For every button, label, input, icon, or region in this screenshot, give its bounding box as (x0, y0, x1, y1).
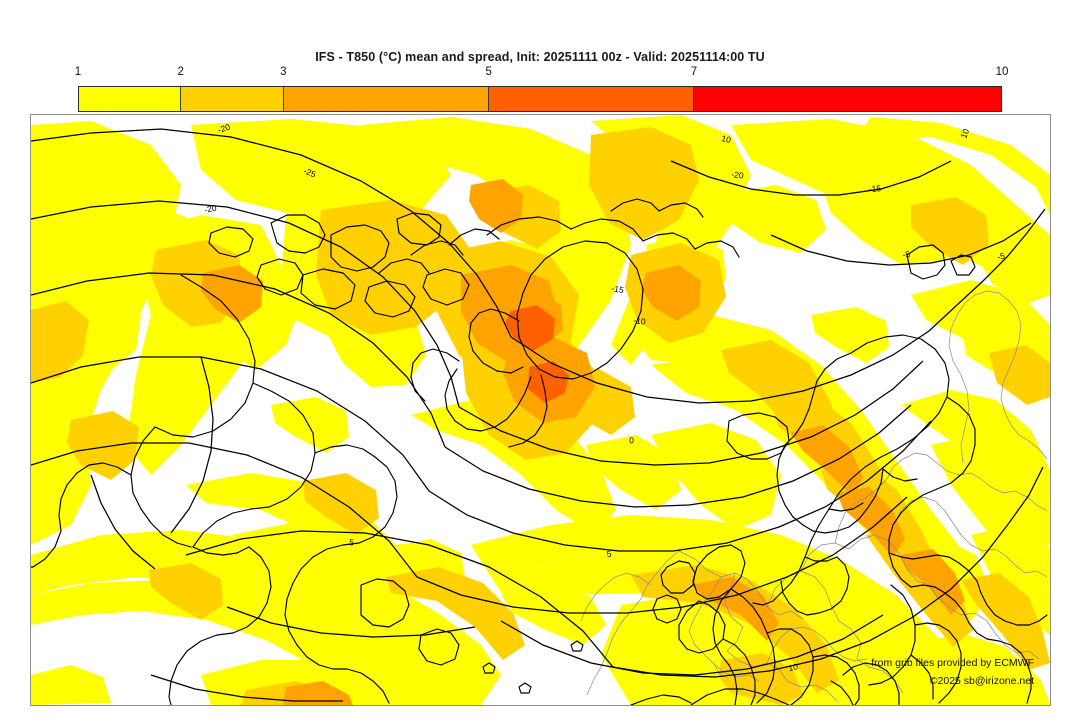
colorbar-segment-5-7 (488, 87, 694, 111)
svg-text:5: 5 (349, 537, 355, 547)
svg-text:10: 10 (958, 127, 971, 140)
colorbar-segment-1-2 (79, 87, 182, 111)
svg-text:-20: -20 (217, 122, 232, 135)
colorbar-tick-7: 7 (690, 66, 698, 78)
colorbar-tick-1: 1 (74, 66, 82, 78)
colorbar-segment-2-3 (181, 87, 284, 111)
colorbar-tick-10: 10 (995, 66, 1009, 78)
svg-text:-5: -5 (996, 251, 1006, 262)
svg-text:-10: -10 (633, 315, 647, 327)
svg-text:-15: -15 (611, 283, 625, 295)
contour-value-labels: -20 -25 -20 -15 -10 0 5 -5 -5 -20 -15 5 … (203, 122, 1006, 673)
map-frame[interactable]: -20 -25 -20 -15 -10 0 5 -5 -5 -20 -15 5 … (30, 114, 1051, 706)
mean-temperature-contours (31, 128, 1046, 702)
svg-text:-20: -20 (731, 169, 745, 181)
svg-text:-15: -15 (868, 183, 881, 194)
svg-text:5: 5 (606, 549, 612, 559)
colorbar-segment-7-10 (693, 87, 1001, 111)
svg-text:10: 10 (788, 661, 799, 673)
colorbar-container: 1 2 3 5 7 10 (75, 66, 1008, 112)
svg-text:0: 0 (629, 435, 635, 445)
svg-text:-20: -20 (203, 203, 217, 215)
spread-colorbar[interactable] (78, 86, 1002, 112)
colorbar-tick-2: 2 (177, 66, 184, 78)
svg-text:-5: -5 (902, 249, 911, 260)
svg-text:10: 10 (721, 133, 733, 145)
data-source-credit: from grib files provided by ECMWF (871, 657, 1034, 669)
country-borders (580, 290, 1048, 702)
colorbar-tick-3: 3 (280, 66, 287, 78)
colorbar-segment-3-5 (283, 87, 489, 111)
svg-text:-25: -25 (302, 166, 317, 180)
page-title: IFS - T850 (°C) mean and spread, Init: 2… (315, 50, 765, 64)
map-canvas[interactable]: -20 -25 -20 -15 -10 0 5 -5 -5 -20 -15 5 … (31, 115, 1050, 705)
copyright-credit: ©2025 sb@irizone.net (929, 675, 1034, 687)
colorbar-tick-5: 5 (485, 66, 492, 78)
coastlines (31, 198, 1048, 705)
